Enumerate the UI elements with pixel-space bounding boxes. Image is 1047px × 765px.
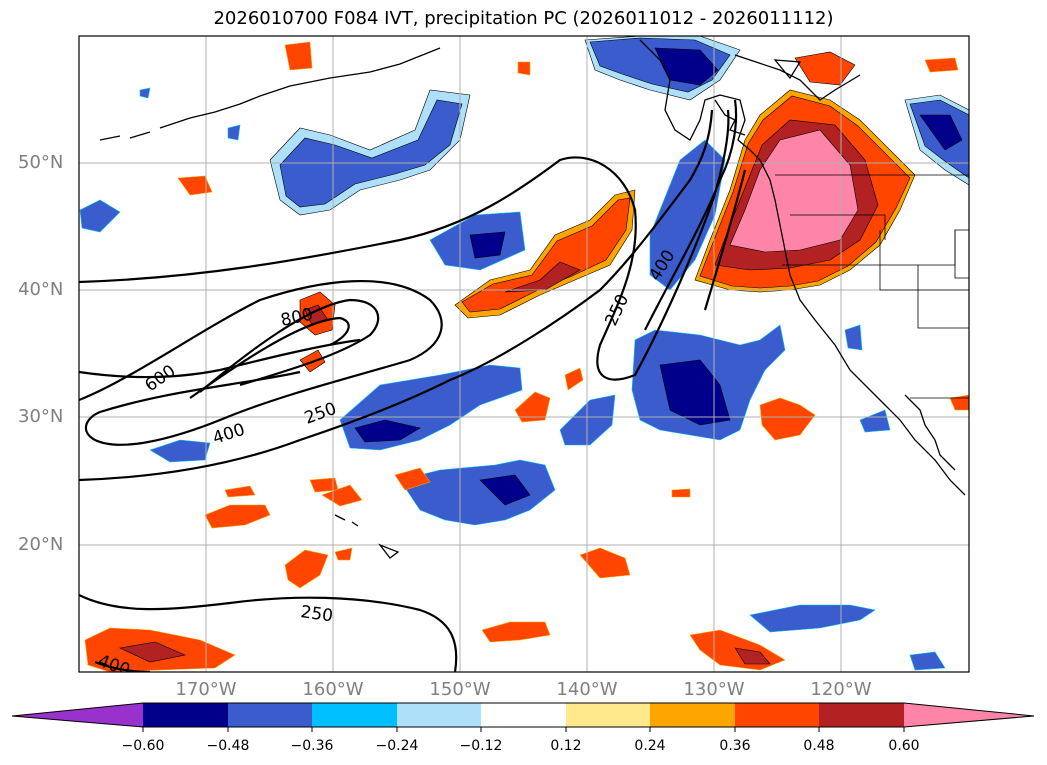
colorbar-tick-label: −0.36 (290, 738, 334, 754)
positive-anomaly-regions (84, 41, 969, 672)
map-title: 2026010700 F084 IVT, precipitation PC (2… (213, 8, 834, 29)
lon-label: 120°W (810, 679, 872, 700)
colorbar-tick-label: 0.48 (803, 738, 835, 754)
colorbar-tick-label: 0.36 (719, 738, 751, 754)
lon-label: 130°W (683, 679, 745, 700)
colorbar-tick-label: −0.60 (121, 738, 165, 754)
ivt-contours (79, 99, 747, 672)
precip-pc-field (79, 36, 969, 672)
lat-label: 20°N (18, 534, 64, 555)
map-frame (78, 35, 970, 673)
colorbar (11, 702, 1035, 732)
lat-label: 30°N (18, 406, 64, 427)
colorbar-tick-label: −0.24 (375, 738, 419, 754)
lon-label: 170°W (175, 679, 237, 700)
colorbar-tick-label: 0.24 (634, 738, 666, 754)
state-borders (775, 174, 969, 399)
colorbar-tick-label: −0.48 (206, 738, 250, 754)
colorbar-tick-label: −0.12 (459, 738, 503, 754)
lat-label: 50°N (18, 152, 64, 173)
lon-label: 160°W (302, 679, 364, 700)
colorbar-tick-label: 0.60 (888, 738, 920, 754)
colorbar-extend-low (12, 703, 143, 727)
lon-label: 150°W (429, 679, 491, 700)
coastlines (99, 39, 966, 559)
colorbar-extend-high (904, 703, 1034, 727)
lon-label: 140°W (556, 679, 618, 700)
contour-label: 250 (299, 602, 334, 626)
colorbar-tick-label: 0.12 (550, 738, 582, 754)
lat-label: 40°N (18, 279, 64, 300)
negative-anomaly-regions (79, 36, 969, 671)
